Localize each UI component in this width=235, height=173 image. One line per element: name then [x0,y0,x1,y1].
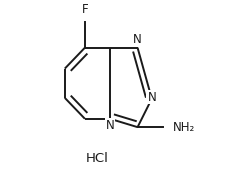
Text: N: N [106,119,114,132]
Text: NH₂: NH₂ [173,121,195,134]
Text: F: F [82,3,88,16]
Text: N: N [147,90,156,103]
Text: HCl: HCl [86,152,109,165]
Text: N: N [133,33,142,46]
